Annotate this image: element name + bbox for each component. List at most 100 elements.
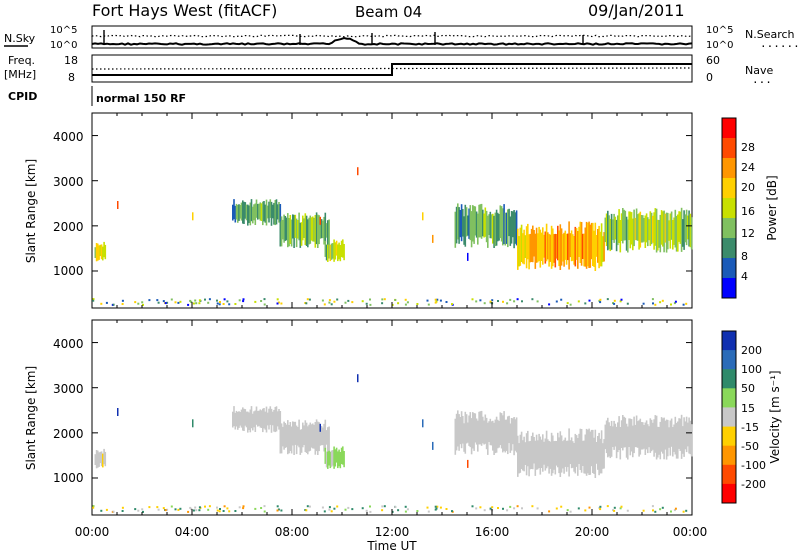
echo-cell [648, 219, 650, 241]
echo-cell [560, 228, 563, 266]
echo-cell [603, 232, 605, 262]
echo-cell [156, 506, 159, 509]
echo-cell [95, 450, 98, 469]
echo-cell [472, 205, 474, 242]
echo-cell [434, 508, 437, 511]
echo-cell [651, 298, 654, 301]
echo-cell [478, 411, 480, 445]
echo-cell [557, 225, 559, 261]
echo-cell [329, 244, 332, 262]
echo-cell [307, 426, 309, 455]
echo-cell [506, 302, 509, 305]
echo-cell [244, 202, 247, 219]
echo-cell [290, 219, 293, 247]
echo-cell [216, 302, 219, 305]
echo-cell [585, 428, 588, 476]
echo-cell [104, 244, 107, 260]
echo-cell [637, 421, 639, 448]
echo-cell [157, 508, 160, 511]
echo-cell [644, 215, 647, 248]
echo-cell [690, 424, 693, 457]
echo-cell [327, 451, 329, 469]
freq-right-tick-top: 60 [706, 54, 720, 67]
echo-cell [537, 233, 539, 263]
echo-cell [219, 301, 221, 303]
echo-cell [670, 303, 672, 306]
velocity-ytick-4000: 4000 [53, 337, 84, 351]
power-cbar-tick-16: 16 [741, 205, 755, 218]
echo-cell [664, 420, 667, 450]
echo-cell [297, 220, 299, 239]
echo-cell [293, 421, 295, 455]
echo-cell [208, 298, 211, 301]
echo-cell [672, 220, 674, 250]
vel-cbar-tick-m15: -15 [741, 421, 759, 434]
echo-cell [335, 447, 338, 463]
station-title: Fort Hays West (fitACF) [92, 1, 277, 20]
echo-cell [445, 508, 448, 510]
echo-cell [665, 212, 668, 253]
echo-cell [279, 221, 282, 247]
echo-cell [550, 432, 553, 476]
echo-cell [617, 422, 619, 453]
echo-cell [204, 505, 206, 508]
echo-cell [673, 509, 676, 512]
echo-cell [99, 244, 102, 257]
echo-cell [612, 509, 614, 512]
echo-cell [179, 300, 182, 303]
echo-cell [677, 421, 679, 459]
echo-cell [539, 229, 542, 268]
echo-cell [232, 411, 234, 428]
echo-cell [391, 303, 394, 306]
echo-cell [610, 420, 613, 457]
freq-left-tick-bottom: 8 [68, 71, 75, 84]
echo-cell [491, 506, 494, 509]
echo-cell [279, 411, 282, 430]
echo-cell [475, 300, 478, 303]
echo-cell [503, 411, 505, 452]
echo-cell [649, 418, 652, 453]
echo-cell [174, 301, 177, 304]
echo-cell [381, 509, 384, 512]
echo-cell [515, 417, 518, 453]
echo-cell [257, 203, 259, 220]
echo-cell [340, 447, 343, 465]
echo-cell [687, 422, 689, 447]
echo-cell [243, 201, 245, 224]
echo-cell [238, 204, 240, 221]
echo-cell [577, 231, 579, 269]
echo-cell [606, 505, 609, 508]
echo-cell [292, 214, 294, 239]
echo-cell [263, 201, 265, 222]
echo-cell [523, 436, 525, 472]
echo-cell [483, 420, 485, 445]
echo-cell [629, 211, 632, 249]
echo-cell [654, 303, 657, 306]
echo-cell [254, 300, 257, 303]
echo-cell [518, 443, 520, 474]
echo-cell [622, 208, 624, 244]
echo-cell [587, 429, 589, 474]
echo-cell [579, 428, 582, 470]
echo-cell [222, 303, 225, 305]
echo-cell [479, 204, 482, 238]
echo-cell [179, 507, 182, 510]
echo-cell [310, 217, 313, 241]
echo-cell [642, 215, 644, 243]
echo-cell [207, 301, 210, 304]
echo-cell [532, 225, 534, 263]
echo-cell [539, 436, 542, 475]
echo-cell [523, 229, 525, 265]
echo-cell [560, 435, 563, 473]
echo-cell [517, 435, 519, 477]
echo-cell [613, 213, 615, 243]
echo-cell [584, 302, 587, 305]
echo-cell [277, 301, 280, 304]
echo-cell [323, 510, 326, 513]
echo-cell [489, 507, 492, 510]
echo-cell [626, 302, 629, 305]
echo-cell [194, 506, 197, 509]
freq-label: Freq. [8, 54, 35, 67]
echo-cell [477, 213, 479, 245]
echo-cell [643, 218, 645, 242]
